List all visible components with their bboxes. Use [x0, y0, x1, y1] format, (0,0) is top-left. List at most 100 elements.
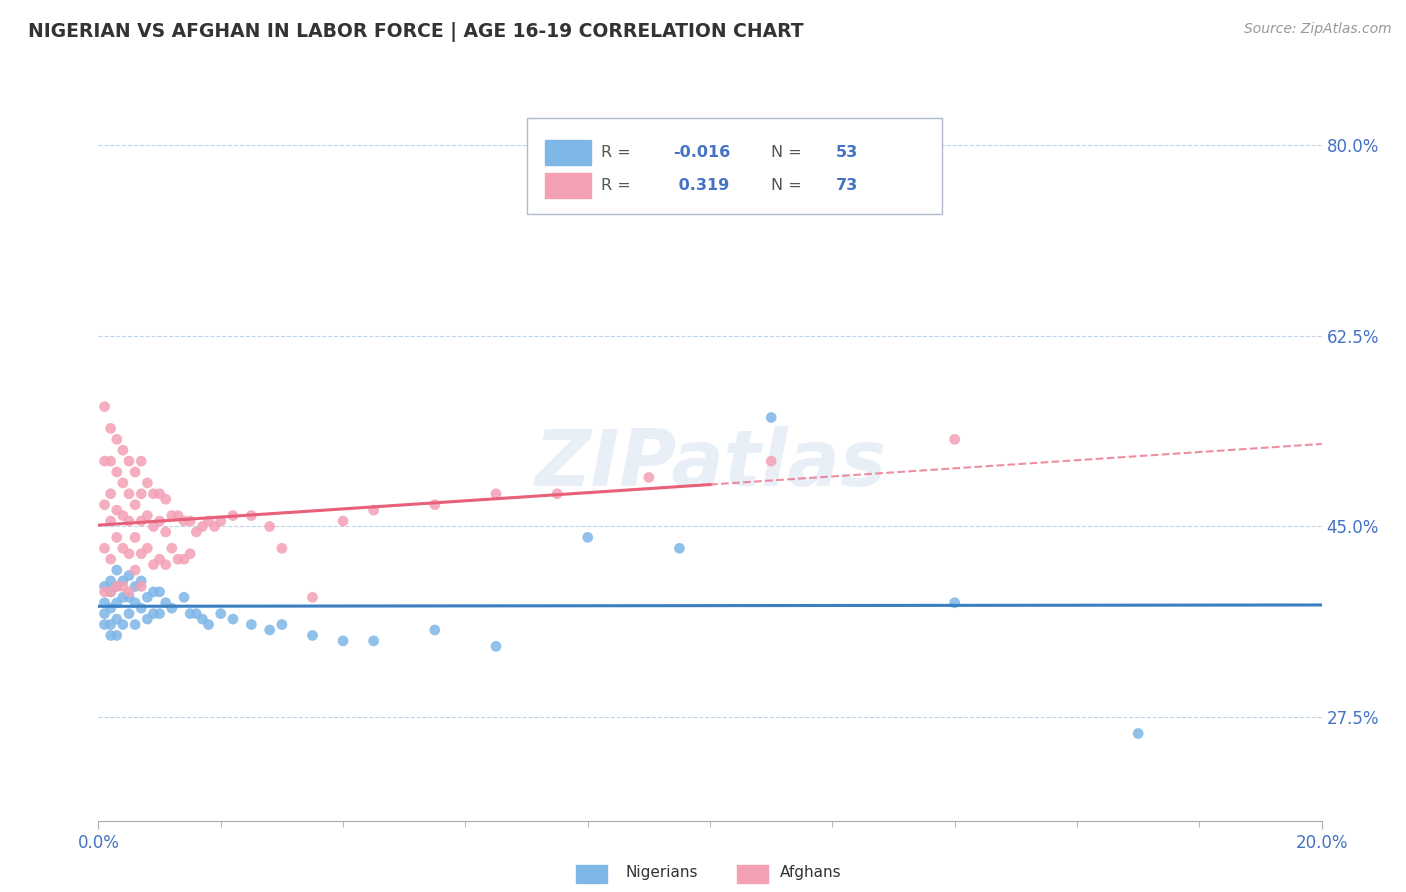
Point — [160, 601, 183, 615]
Point — [124, 530, 146, 544]
Point — [105, 465, 128, 479]
Point — [240, 617, 263, 632]
Point — [93, 498, 115, 512]
Point — [485, 487, 508, 501]
Point — [204, 519, 226, 533]
Point — [129, 514, 152, 528]
Text: 0.319: 0.319 — [673, 178, 730, 193]
Point — [105, 579, 128, 593]
Text: Nigerians: Nigerians — [626, 865, 699, 880]
Text: 73: 73 — [837, 178, 858, 193]
Point — [136, 612, 159, 626]
Text: -0.016: -0.016 — [673, 145, 731, 160]
Point — [111, 591, 134, 605]
Point — [155, 596, 177, 610]
Point — [105, 433, 128, 447]
Point — [111, 617, 134, 632]
Point — [124, 498, 146, 512]
Point — [111, 508, 134, 523]
Point — [179, 547, 201, 561]
Point — [1128, 726, 1150, 740]
Point — [93, 400, 115, 414]
Point — [270, 617, 292, 632]
Point — [259, 623, 281, 637]
Point — [124, 596, 146, 610]
Point — [637, 470, 661, 484]
Point — [149, 552, 172, 566]
Point — [124, 579, 146, 593]
Point — [209, 607, 232, 621]
Point — [105, 596, 128, 610]
Point — [100, 454, 122, 468]
Point — [111, 443, 134, 458]
Point — [149, 487, 172, 501]
Point — [100, 628, 122, 642]
Point — [167, 552, 190, 566]
Point — [155, 492, 177, 507]
Text: 53: 53 — [837, 145, 858, 160]
Point — [105, 628, 128, 642]
Point — [155, 558, 177, 572]
Point — [259, 519, 281, 533]
Point — [167, 508, 190, 523]
Point — [118, 591, 141, 605]
Point — [118, 568, 141, 582]
Point — [111, 579, 134, 593]
Point — [173, 591, 195, 605]
Point — [191, 612, 214, 626]
Bar — [546, 140, 592, 165]
Point — [118, 454, 141, 468]
Point — [197, 514, 219, 528]
Point — [118, 487, 141, 501]
Point — [105, 612, 128, 626]
Point — [111, 541, 134, 556]
Point — [100, 585, 122, 599]
Point — [93, 585, 115, 599]
Text: ZIPatlas: ZIPatlas — [534, 425, 886, 502]
Point — [124, 465, 146, 479]
Point — [124, 563, 146, 577]
Point — [240, 508, 263, 523]
Text: NIGERIAN VS AFGHAN IN LABOR FORCE | AGE 16-19 CORRELATION CHART: NIGERIAN VS AFGHAN IN LABOR FORCE | AGE … — [28, 22, 804, 42]
Text: N =: N = — [772, 145, 807, 160]
Point — [118, 547, 141, 561]
Point — [93, 579, 115, 593]
Point — [270, 541, 292, 556]
Text: Afghans: Afghans — [780, 865, 842, 880]
Point — [136, 475, 159, 490]
Point — [100, 552, 122, 566]
Point — [100, 617, 122, 632]
Point — [149, 514, 172, 528]
Point — [100, 421, 122, 435]
Point — [423, 498, 446, 512]
Point — [222, 508, 245, 523]
Text: R =: R = — [602, 145, 636, 160]
Point — [186, 607, 208, 621]
Point — [759, 454, 782, 468]
Point — [118, 514, 141, 528]
Point — [546, 487, 568, 501]
Point — [668, 541, 690, 556]
Point — [149, 585, 172, 599]
Point — [943, 433, 966, 447]
Point — [576, 530, 599, 544]
Point — [485, 640, 508, 654]
Point — [332, 514, 354, 528]
Point — [93, 541, 115, 556]
Point — [93, 607, 115, 621]
Point — [197, 617, 219, 632]
Point — [129, 601, 152, 615]
Point — [93, 596, 115, 610]
Point — [105, 563, 128, 577]
Point — [93, 454, 115, 468]
Point — [191, 519, 214, 533]
Point — [186, 524, 208, 539]
Point — [118, 607, 141, 621]
Point — [179, 607, 201, 621]
Point — [129, 487, 152, 501]
Text: Source: ZipAtlas.com: Source: ZipAtlas.com — [1244, 22, 1392, 37]
Point — [129, 574, 152, 588]
Point — [759, 410, 782, 425]
Point — [100, 574, 122, 588]
Point — [160, 541, 183, 556]
